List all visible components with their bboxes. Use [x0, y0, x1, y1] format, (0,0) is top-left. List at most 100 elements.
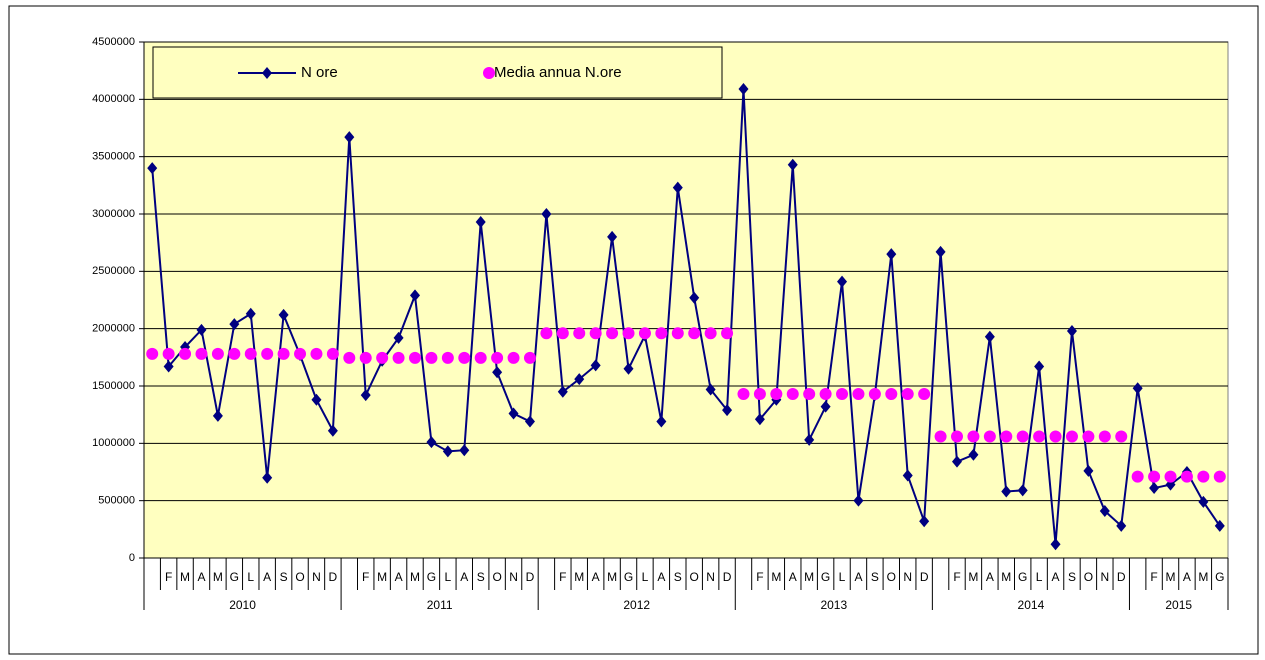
data-point [1001, 485, 1012, 498]
x-tick-label: O [887, 570, 896, 584]
x-tick-label: F [165, 570, 172, 584]
data-point [360, 389, 371, 402]
data-point [179, 347, 192, 360]
data-point [277, 347, 290, 360]
data-point [195, 347, 208, 360]
x-tick-label: O [295, 570, 304, 584]
data-point [1131, 470, 1144, 483]
data-point [1016, 430, 1029, 443]
data-point [820, 400, 831, 413]
x-tick-label: N [509, 570, 518, 584]
data-point [1148, 470, 1161, 483]
x-tick-label: F [756, 570, 763, 584]
data-point [162, 347, 175, 360]
data-point [229, 318, 240, 331]
data-point [557, 385, 568, 398]
data-point [556, 327, 569, 340]
data-point [147, 162, 158, 175]
data-point [1164, 470, 1177, 483]
y-tick-label: 2500000 [92, 265, 135, 277]
y-tick-label: 1500000 [92, 380, 135, 392]
x-tick-label: O [1084, 570, 1093, 584]
y-tick-label: 1000000 [92, 437, 135, 449]
legend-box [152, 46, 723, 99]
year-label: 2015 [1165, 598, 1192, 612]
x-tick-label: M [1166, 570, 1176, 584]
x-tick-label: G [821, 570, 830, 584]
data-point [146, 347, 159, 360]
data-point [475, 216, 486, 229]
data-point [837, 275, 848, 288]
data-point [705, 383, 716, 396]
data-point [163, 360, 174, 373]
x-tick-label: M [180, 570, 190, 584]
legend-marker [483, 67, 495, 79]
data-point [459, 444, 470, 457]
x-tick-label: G [427, 570, 436, 584]
x-tick-label: F [559, 570, 566, 584]
x-tick-label: G [624, 570, 633, 584]
data-point [524, 415, 535, 428]
data-point [689, 291, 700, 304]
data-point [655, 327, 668, 340]
data-point [754, 413, 765, 426]
data-point [326, 347, 339, 360]
x-tick-label: M [804, 570, 814, 584]
data-point [1082, 430, 1095, 443]
data-point [442, 445, 453, 458]
data-point [1214, 519, 1225, 532]
x-tick-label: M [607, 570, 617, 584]
data-point [967, 430, 980, 443]
data-point [656, 415, 667, 428]
data-point [426, 436, 437, 449]
data-point [474, 351, 487, 364]
data-point [786, 388, 799, 401]
x-tick-label: F [1150, 570, 1157, 584]
data-point [1099, 504, 1110, 517]
data-point [540, 327, 553, 340]
data-point [425, 351, 438, 364]
x-tick-label: L [1036, 570, 1043, 584]
data-point [392, 351, 405, 364]
data-point [1033, 430, 1046, 443]
data-point [721, 327, 734, 340]
data-point [196, 323, 207, 336]
x-tick-label: D [920, 570, 929, 584]
x-tick-label: A [592, 570, 600, 584]
year-label: 2012 [623, 598, 650, 612]
data-point [211, 347, 224, 360]
x-tick-label: A [263, 570, 271, 584]
legend-marker [262, 67, 272, 79]
data-point [737, 388, 750, 401]
y-tick-label: 4500000 [92, 36, 135, 48]
x-tick-label: L [445, 570, 452, 584]
x-tick-label: M [410, 570, 420, 584]
x-tick-label: G [1018, 570, 1027, 584]
data-point [704, 327, 717, 340]
data-point [770, 388, 783, 401]
data-point [1017, 484, 1028, 497]
data-point [1049, 430, 1062, 443]
x-tick-label: A [1052, 570, 1060, 584]
data-point [918, 388, 931, 401]
x-tick-label: N [706, 570, 715, 584]
x-tick-label: S [280, 570, 288, 584]
data-point [623, 362, 634, 375]
x-tick-label: A [789, 570, 797, 584]
plot-area [143, 41, 1229, 559]
x-tick-label: A [1183, 570, 1191, 584]
legend-label: Media annua N.ore [494, 64, 622, 81]
data-point [1149, 482, 1160, 495]
data-point [574, 373, 585, 386]
data-point [344, 131, 355, 144]
data-point [1213, 470, 1226, 483]
data-point [868, 388, 881, 401]
data-point [901, 388, 914, 401]
data-point [984, 330, 995, 343]
data-point [343, 351, 356, 364]
x-tick-label: N [1100, 570, 1109, 584]
data-point [804, 433, 815, 446]
data-point [885, 388, 898, 401]
x-tick-label: G [230, 570, 239, 584]
data-point [983, 430, 996, 443]
